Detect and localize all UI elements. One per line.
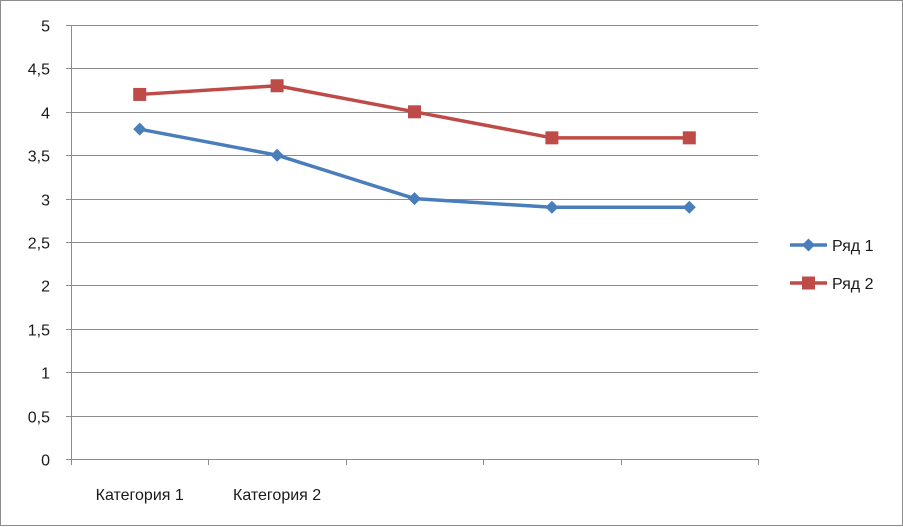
series-lines	[133, 79, 696, 214]
y-tick-label: 2	[41, 279, 50, 296]
data-point	[133, 87, 147, 101]
legend-label: Ряд 1	[832, 238, 874, 255]
x-category-label: Категория 1	[96, 487, 184, 504]
y-tick-label: 0	[41, 453, 50, 470]
y-tick-label: 4,5	[28, 62, 50, 79]
data-point	[682, 131, 696, 145]
legend: Ряд 1 Ряд 2	[790, 238, 874, 293]
y-tick-label: 1,5	[28, 323, 50, 340]
data-point	[270, 148, 284, 162]
y-tick-label: 4	[41, 106, 50, 123]
y-tick-label: 0,5	[28, 410, 50, 427]
y-tick-label: 2,5	[28, 236, 50, 253]
data-point	[133, 122, 147, 136]
series-2	[133, 79, 696, 145]
axes	[66, 25, 759, 465]
legend-item: Ряд 2	[790, 276, 874, 293]
y-tick-label: 3	[41, 193, 50, 210]
legend-item: Ряд 1	[790, 238, 874, 255]
y-tick-label: 3,5	[28, 149, 50, 166]
y-tick-label: 1	[41, 366, 50, 383]
legend-marker	[802, 238, 815, 252]
data-point	[270, 79, 284, 93]
data-point	[682, 200, 696, 214]
data-point	[545, 200, 559, 214]
data-point	[408, 192, 421, 206]
data-point	[545, 131, 559, 145]
series-1	[133, 122, 696, 214]
data-point	[408, 105, 421, 119]
x-category-label: Категория 2	[233, 487, 321, 504]
x-axis-category-labels: Категория 1 Категория 2	[96, 487, 322, 504]
y-tick-label: 5	[41, 19, 50, 36]
legend-marker	[802, 276, 815, 290]
y-axis-tick-labels: 0 0,5 1 1,5 2 2,5 3 3,5 4 4,5 5	[28, 19, 50, 470]
legend-label: Ряд 2	[832, 276, 874, 293]
gridlines	[71, 25, 758, 417]
